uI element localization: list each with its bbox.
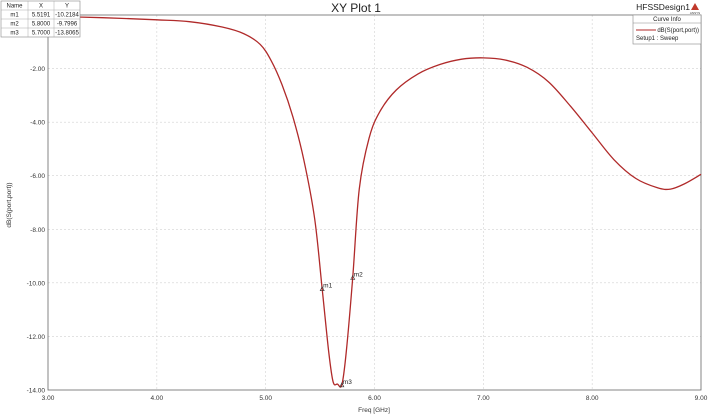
y-tick-label: -8.00 [30, 227, 45, 234]
x-tick-label: 9.00 [695, 395, 708, 402]
marker-table-cell: m3 [10, 31, 19, 37]
design-name: HFSSDesign1 [636, 2, 690, 12]
x-tick-label: 7.00 [477, 395, 490, 402]
chart-title: XY Plot 1 [331, 1, 381, 15]
marker-label: m3 [343, 379, 352, 386]
y-tick-label: -2.00 [30, 66, 45, 73]
marker-table-cell: -10.2184 [55, 13, 79, 19]
y-tick-label: -10.00 [27, 280, 46, 287]
logo-text: ANSYS [690, 11, 700, 15]
marker-table-cell: 5.5191 [32, 13, 51, 19]
series-line [47, 15, 702, 388]
x-tick-label: 8.00 [586, 395, 599, 402]
ansys-logo-icon: ANSYS [690, 3, 700, 15]
legend: Curve Info dB(S(port,port)) Setup1 : Swe… [632, 14, 702, 45]
x-axis-label: Freq [GHz] [358, 407, 390, 414]
legend-sub: Setup1 : Sweep [636, 36, 679, 42]
marker-label: m2 [354, 271, 363, 278]
marker-table-cell: 5.8000 [32, 22, 51, 28]
x-tick-label: 5.00 [259, 395, 272, 402]
y-tick-label: -6.00 [30, 173, 45, 180]
marker-label: m1 [323, 283, 332, 290]
series [47, 15, 702, 388]
marker-table-header: X [39, 4, 43, 10]
marker-point [339, 382, 345, 388]
marker-table-cell: 5.7000 [32, 31, 51, 37]
marker-table-cell: -9.7996 [57, 22, 78, 28]
x-tick-label: 3.00 [42, 395, 55, 402]
y-tick-label: -14.00 [27, 388, 46, 395]
x-tick-label: 6.00 [368, 395, 381, 402]
x-tick-label: 4.00 [151, 395, 164, 402]
y-tick-label: -12.00 [27, 334, 46, 341]
marker-point [350, 274, 356, 280]
marker-table-header: Y [65, 4, 69, 10]
markers: m1 m2 m3 [319, 271, 363, 388]
plot-frame [47, 14, 702, 391]
y-tick-label: -4.00 [30, 120, 45, 127]
marker-table-cell: m1 [10, 13, 19, 19]
grid [48, 15, 701, 390]
y-axis-label: dB(S(port,port)) [6, 182, 13, 227]
legend-entry: dB(S(port,port)) [657, 28, 699, 34]
marker-table-cell: m2 [10, 22, 19, 28]
marker-table-cell: -13.8065 [55, 31, 79, 37]
marker-table: Name X Ym1 5.5191 -10.2184 m2 5.8000 -9.7996 m3 5… [0, 0, 81, 38]
marker-table-header: Name [6, 4, 23, 10]
marker-point [319, 286, 325, 292]
axis-ticks: 3.00 4.00 5.00 6.00 7.00 8.00 9.00 -2.00 -4.00 -6… [27, 66, 708, 402]
legend-title: Curve Info [653, 17, 681, 23]
